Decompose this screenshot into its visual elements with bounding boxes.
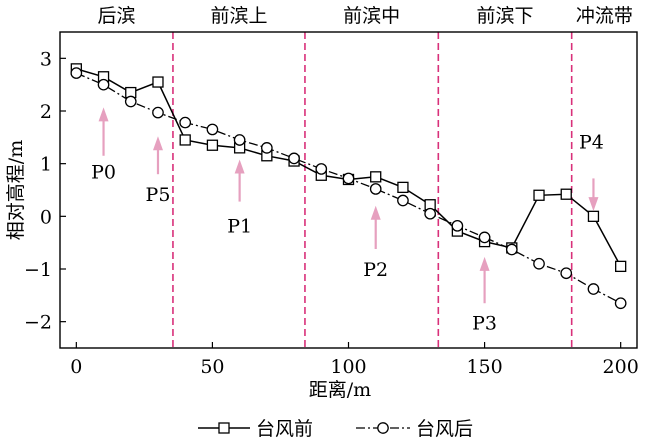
annotation-layer: P0 P5 P1 P2 P3 P4: [91, 107, 604, 335]
p3-label: P3: [472, 313, 497, 335]
point-s2-5: [206, 123, 219, 136]
x-tick-label-150: 150: [466, 356, 502, 378]
point-s1-19: [587, 210, 600, 222]
series-layer: [70, 63, 627, 310]
point-s2-10: [342, 172, 355, 185]
p5-label: P5: [146, 184, 171, 206]
point-s2-13: [424, 207, 437, 220]
p1-label: P1: [227, 215, 252, 237]
p2-arrow-head: [370, 205, 381, 220]
point-s2-11: [369, 183, 382, 195]
x-tick-label-200: 200: [603, 356, 639, 378]
p3-arrow-head: [479, 256, 490, 271]
p0-label: P0: [91, 162, 116, 184]
p4-label: P4: [579, 132, 604, 154]
point-s1-11: [370, 171, 382, 183]
p2-label: P2: [363, 259, 388, 281]
point-s1-5: [206, 139, 219, 151]
y-tick-label-4: 2: [40, 101, 52, 123]
point-s1-20: [615, 260, 627, 273]
point-s2-15: [478, 231, 491, 244]
point-s2-14: [451, 219, 464, 232]
x-tick-label-100: 100: [330, 356, 366, 378]
point-s2-16: [505, 243, 518, 256]
legend-marker-1: [218, 422, 230, 434]
point-s2-3: [152, 106, 164, 119]
x-axis-title: 距离/m: [309, 379, 371, 401]
p5-arrow-head: [152, 136, 163, 151]
y-tick-label-5: 3: [40, 48, 52, 70]
p0-arrow-head: [98, 107, 109, 122]
zone-label-1: 后滨: [97, 5, 135, 27]
point-s2-8: [288, 152, 300, 165]
x-tick-label-50: 50: [200, 356, 224, 378]
point-s2-19: [587, 283, 600, 295]
point-s1-12: [397, 181, 409, 194]
point-s2-0: [70, 67, 83, 79]
point-s2-18: [560, 267, 573, 280]
zone-label-5: 冲流带: [576, 5, 633, 27]
zone-label-2: 前滨上: [210, 5, 267, 27]
axes-layer: 0 50 100 150 200 −2 −1 0 1 2 3: [24, 31, 639, 378]
point-s2-17: [533, 257, 545, 270]
point-s2-1: [97, 78, 110, 91]
legend-marker-2: [377, 422, 389, 434]
point-s2-20: [614, 297, 627, 310]
y-tick-label-1: −1: [24, 259, 52, 281]
y-axis-title: 相对高程/m: [5, 140, 27, 240]
legend: 台风前 台风后: [198, 418, 473, 440]
legend-label-2: 台风后: [416, 418, 473, 440]
y-tick-label-3: 1: [40, 154, 52, 176]
y-tick-label-2: 0: [40, 206, 52, 228]
point-s2-2: [124, 95, 137, 108]
point-s2-9: [315, 163, 328, 175]
point-s2-6: [233, 134, 246, 146]
point-s1-4: [179, 134, 191, 146]
point-s1-18: [560, 188, 572, 200]
point-s2-4: [179, 116, 192, 129]
point-s2-12: [397, 194, 409, 207]
y-tick-label-0: −2: [24, 312, 52, 334]
point-s1-17: [533, 189, 545, 201]
point-s2-7: [260, 142, 273, 154]
zone-label-3: 前滨中: [343, 5, 400, 27]
p4-arrow-head: [588, 197, 599, 212]
legend-label-1: 台风前: [256, 418, 313, 440]
zone-label-4: 前滨下: [476, 5, 533, 27]
p1-arrow-head: [234, 159, 245, 174]
point-s1-3: [152, 76, 164, 88]
zone-layer: 后滨 前滨上 前滨中 前滨下 冲流带: [97, 5, 633, 348]
x-tick-label-0: 0: [70, 356, 82, 378]
